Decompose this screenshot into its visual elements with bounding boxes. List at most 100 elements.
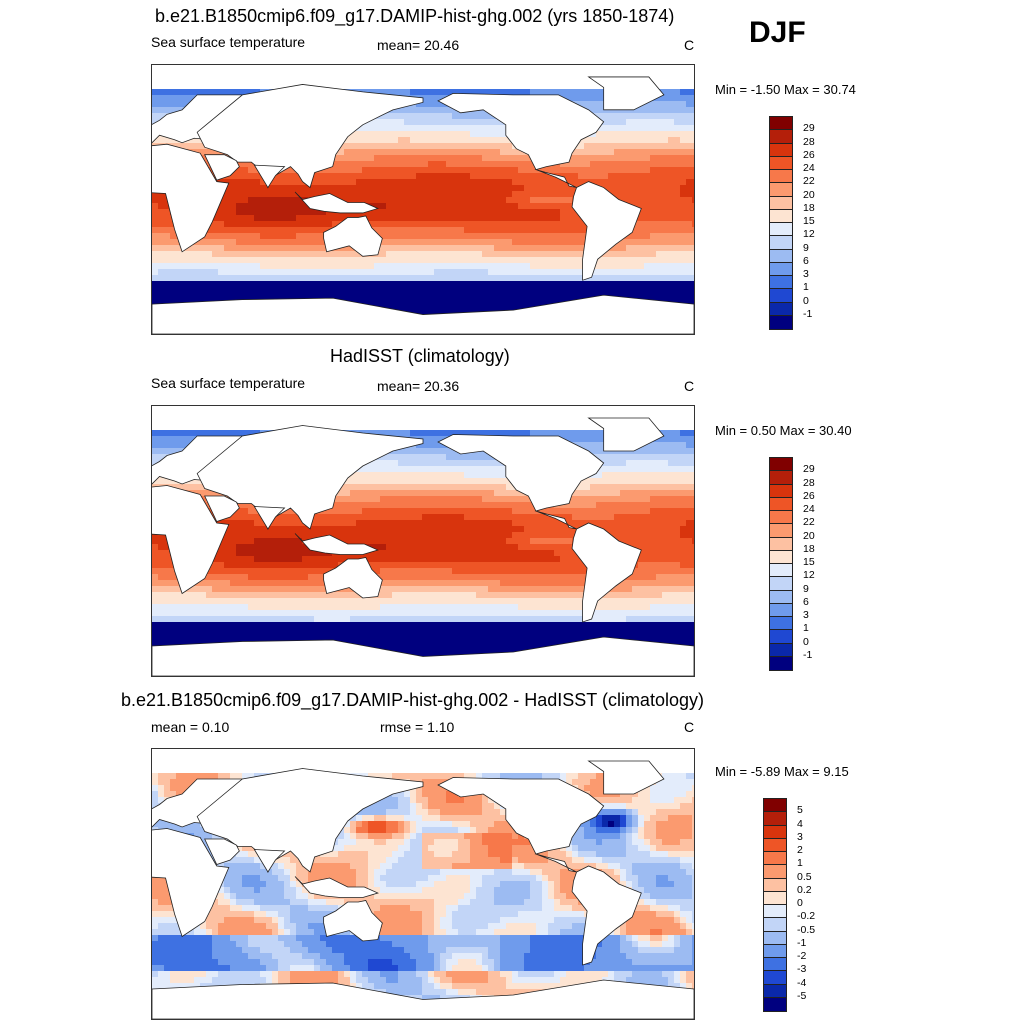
colorbar-tick-label: 2 bbox=[797, 844, 803, 856]
colorbar-swatch bbox=[770, 315, 792, 329]
colorbar-tick-label: 3 bbox=[803, 609, 809, 621]
colorbar-tick-label: 22 bbox=[803, 175, 815, 188]
colorbar-tick-label: 3 bbox=[803, 268, 809, 280]
colorbar-tick-label: -0.2 bbox=[797, 910, 816, 923]
colorbar-tick-label: -4 bbox=[797, 976, 807, 989]
colorbar-swatch bbox=[770, 130, 792, 144]
colorbar-tick-label: 3 bbox=[797, 830, 803, 843]
continent-outline bbox=[152, 636, 694, 676]
panel-3-map bbox=[151, 748, 695, 1020]
colorbar-swatch bbox=[770, 289, 792, 303]
colorbar-swatch bbox=[764, 997, 786, 1011]
colorbar-swatch bbox=[770, 577, 792, 591]
panel-1-unit-label: C bbox=[684, 37, 695, 53]
colorbar-tick-label: 12 bbox=[803, 228, 815, 241]
continent-outline bbox=[571, 522, 642, 623]
continent-outline bbox=[152, 294, 694, 334]
colorbar-swatch bbox=[770, 617, 792, 631]
continent-outline bbox=[204, 154, 240, 181]
colorbar-swatch bbox=[764, 891, 786, 905]
continent-outline bbox=[587, 417, 665, 452]
continent-outline bbox=[204, 495, 240, 522]
colorbar-swatch bbox=[770, 643, 792, 657]
colorbar-swatch bbox=[770, 223, 792, 237]
continent-outline bbox=[571, 865, 642, 966]
colorbar-tick-label: 18 bbox=[803, 201, 815, 214]
panel-1-variable-label: Sea surface temperature bbox=[151, 34, 306, 50]
colorbar-tick-label: 6 bbox=[803, 254, 809, 267]
panel-2-map bbox=[151, 405, 695, 677]
colorbar-tick-label: 15 bbox=[803, 215, 815, 227]
panel-2-mean-label: mean= 20.36 bbox=[377, 378, 460, 394]
colorbar-swatch bbox=[764, 852, 786, 866]
season-label: DJF bbox=[749, 16, 806, 49]
continent-outline bbox=[323, 900, 383, 942]
continent-outline bbox=[152, 485, 230, 595]
continent-outline bbox=[152, 828, 230, 938]
continent-outline bbox=[437, 777, 605, 873]
colorbar-swatch bbox=[764, 918, 786, 932]
colorbar-tick-label: 26 bbox=[803, 489, 815, 502]
colorbar-swatch bbox=[764, 825, 786, 839]
continent-outline bbox=[196, 768, 424, 874]
colorbar-swatch bbox=[770, 183, 792, 197]
colorbar-tick-label: -1 bbox=[797, 936, 807, 949]
colorbar-tick-label: 6 bbox=[803, 595, 809, 608]
continent-outline bbox=[587, 760, 665, 795]
colorbar-swatch bbox=[770, 497, 792, 511]
panel-1-mean-label: mean= 20.46 bbox=[377, 37, 460, 53]
colorbar-swatch bbox=[764, 984, 786, 998]
colorbar-swatch bbox=[770, 117, 792, 131]
colorbar-swatch bbox=[770, 630, 792, 644]
colorbar-tick-label: -1 bbox=[803, 648, 813, 661]
colorbar-swatch bbox=[770, 471, 792, 485]
panel-2-title: HadISST (climatology) bbox=[330, 346, 510, 366]
continent-outline bbox=[587, 76, 665, 111]
continent-outline bbox=[253, 164, 286, 189]
colorbar-tick-label: 5 bbox=[797, 804, 803, 817]
colorbar-swatch bbox=[764, 812, 786, 826]
colorbar-tick-label: 24 bbox=[803, 162, 815, 174]
colorbar-tick-label: 22 bbox=[803, 516, 815, 529]
colorbar-swatch bbox=[764, 944, 786, 958]
colorbar-tick-label: 12 bbox=[803, 569, 815, 582]
colorbar-swatch bbox=[770, 550, 792, 564]
colorbar-tick-label: 9 bbox=[803, 582, 809, 595]
colorbar-swatch bbox=[770, 262, 792, 276]
continent-outline bbox=[437, 434, 605, 530]
panel-3-rmse-label: rmse = 1.10 bbox=[380, 719, 455, 735]
colorbar-tick-label: 1 bbox=[803, 281, 809, 294]
panel-1-map bbox=[151, 64, 695, 335]
colorbar-tick-label: 29 bbox=[803, 122, 815, 135]
colorbar-swatch bbox=[770, 236, 792, 250]
colorbar-swatch bbox=[764, 931, 786, 945]
colorbar-tick-label: 28 bbox=[803, 476, 815, 489]
panel-1-colorbar bbox=[769, 116, 793, 330]
colorbar-swatch bbox=[770, 656, 792, 670]
continent-outline bbox=[323, 215, 383, 257]
colorbar-tick-label: 1 bbox=[803, 622, 809, 635]
colorbar-tick-label: 0 bbox=[797, 897, 803, 909]
continent-outline bbox=[204, 838, 240, 865]
continent-outline bbox=[571, 181, 642, 281]
colorbar-swatch bbox=[770, 209, 792, 223]
colorbar-tick-label: -3 bbox=[797, 963, 807, 976]
colorbar-tick-label: 0.2 bbox=[797, 883, 812, 896]
panel-3-title: b.e21.B1850cmip6.f09_g17.DAMIP-hist-ghg.… bbox=[121, 690, 704, 710]
colorbar-tick-label: 29 bbox=[803, 463, 815, 476]
colorbar-swatch bbox=[770, 196, 792, 210]
panel-2-unit-label: C bbox=[684, 378, 695, 394]
colorbar-tick-label: 20 bbox=[803, 529, 815, 542]
colorbar-tick-label: -2 bbox=[797, 950, 807, 962]
colorbar-tick-label: 1 bbox=[797, 857, 803, 870]
panel-1-minmax-label: Min = -1.50 Max = 30.74 bbox=[715, 82, 856, 97]
colorbar-swatch bbox=[770, 458, 792, 472]
colorbar-swatch bbox=[770, 603, 792, 617]
colorbar-tick-label: 0.5 bbox=[797, 870, 812, 883]
colorbar-swatch bbox=[770, 524, 792, 538]
colorbar-swatch bbox=[764, 958, 786, 972]
continent-outline bbox=[294, 191, 379, 214]
continent-outline bbox=[437, 92, 605, 188]
continent-outline bbox=[294, 533, 379, 555]
colorbar-swatch bbox=[764, 905, 786, 919]
